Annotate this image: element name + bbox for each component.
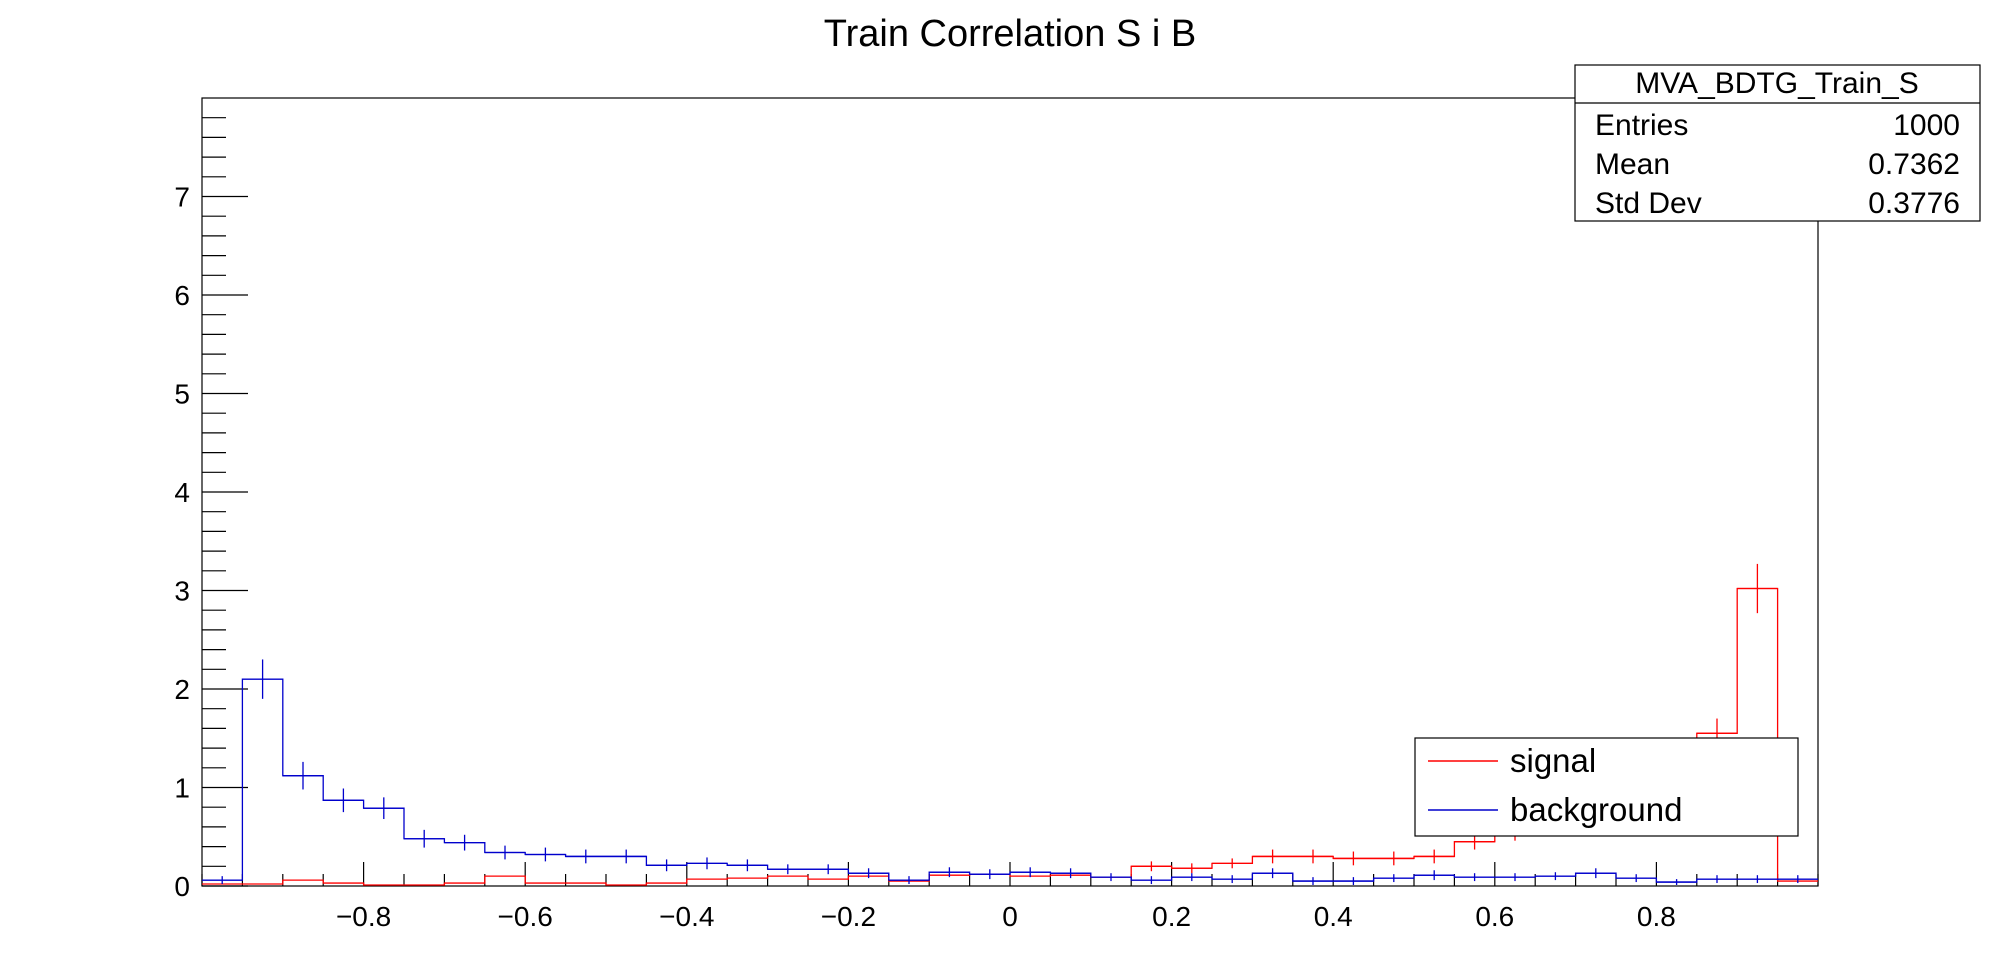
background-marker: [808, 864, 849, 875]
y-tick-label: 0: [174, 871, 190, 902]
y-tick-label: 1: [174, 773, 190, 804]
stats-mean-label: Mean: [1595, 148, 1670, 181]
background-marker: [929, 867, 970, 878]
y-tick-label: 3: [174, 576, 190, 607]
background-marker: [363, 797, 404, 820]
background-marker: [444, 834, 485, 851]
y-tick-label: 7: [174, 182, 190, 213]
stats-box: MVA_BDTG_Train_S Entries 1000 Mean 0.736…: [1574, 64, 1981, 222]
signal-marker: [1171, 863, 1212, 874]
series-signal: [202, 563, 1818, 886]
background-marker: [1414, 870, 1455, 881]
signal-marker: [1737, 563, 1778, 614]
background-marker: [686, 857, 728, 870]
signal-marker: [1292, 849, 1334, 864]
background-marker: [1010, 867, 1051, 878]
y-tick-label: 2: [174, 674, 190, 705]
y-axis: 0 1 2 3 4 5 6 7: [174, 117, 248, 902]
background-marker: [1737, 875, 1778, 884]
background-marker: [282, 761, 324, 790]
legend: signal background: [1414, 737, 1799, 837]
background-marker: [1292, 877, 1334, 886]
y-tick-label: 6: [174, 280, 190, 311]
background-marker: [767, 864, 808, 875]
x-tick-label: 0.6: [1475, 901, 1514, 932]
y-tick-label: 5: [174, 379, 190, 410]
signal-marker: [1373, 851, 1414, 866]
background-marker: [969, 869, 1010, 880]
y-tick-label: 4: [174, 477, 190, 508]
stats-box-title: MVA_BDTG_Train_S: [1635, 67, 1918, 100]
background-marker: [888, 876, 930, 885]
x-tick-label: −0.6: [498, 901, 553, 932]
signal-marker: [1333, 851, 1374, 866]
stats-entries-label: Entries: [1595, 109, 1688, 142]
background-marker: [1333, 877, 1374, 886]
x-tick-label: 0.8: [1637, 901, 1676, 932]
background-marker: [1090, 873, 1132, 882]
stats-stddev-value: 0.3776: [1868, 187, 1960, 220]
x-tick-label: 0: [1002, 901, 1018, 932]
x-axis: −0.8 −0.6 −0.4 −0.2 0 0.2 0.4 0.6 0.8: [201, 862, 1819, 932]
signal-marker: [1131, 861, 1172, 872]
signal-marker: [1212, 858, 1253, 869]
series-background: [202, 659, 1818, 886]
background-marker: [1171, 873, 1212, 882]
background-marker: [1494, 873, 1536, 882]
background-marker: [323, 788, 364, 813]
background-marker: [848, 868, 889, 879]
background-marker: [646, 859, 687, 872]
background-marker: [1212, 875, 1253, 884]
background-marker: [404, 829, 445, 848]
background-marker: [1696, 875, 1738, 884]
legend-label-background: background: [1510, 791, 1682, 828]
background-marker: [565, 849, 606, 864]
stats-mean-value: 0.7362: [1868, 148, 1960, 181]
stats-stddev-label: Std Dev: [1595, 187, 1702, 220]
stats-entries-value: 1000: [1893, 109, 1960, 142]
background-marker: [727, 859, 768, 872]
background-marker: [1131, 876, 1172, 885]
x-tick-label: −0.8: [336, 901, 391, 932]
background-marker: [1575, 868, 1616, 879]
background-marker: [525, 847, 566, 862]
x-tick-label: −0.2: [821, 901, 876, 932]
signal-marker: [1414, 849, 1455, 864]
background-marker: [1535, 872, 1576, 881]
background-marker: [1050, 868, 1091, 879]
background-marker: [1252, 868, 1293, 879]
series-layer: [202, 563, 1818, 886]
x-tick-label: 0.2: [1152, 901, 1191, 932]
background-marker: [1656, 879, 1697, 886]
legend-label-signal: signal: [1510, 742, 1596, 779]
background-marker: [1616, 874, 1657, 883]
background-marker: [242, 659, 283, 699]
background-marker: [484, 845, 526, 860]
x-tick-label: 0.4: [1314, 901, 1353, 932]
x-tick-label: −0.4: [659, 901, 714, 932]
chart-title: Train Correlation S i B: [824, 13, 1196, 55]
background-marker: [1454, 873, 1495, 882]
background-marker: [606, 849, 647, 864]
background-marker: [1777, 875, 1818, 884]
background-marker: [1373, 874, 1414, 883]
signal-marker: [1252, 849, 1293, 864]
background-marker: [202, 876, 243, 885]
